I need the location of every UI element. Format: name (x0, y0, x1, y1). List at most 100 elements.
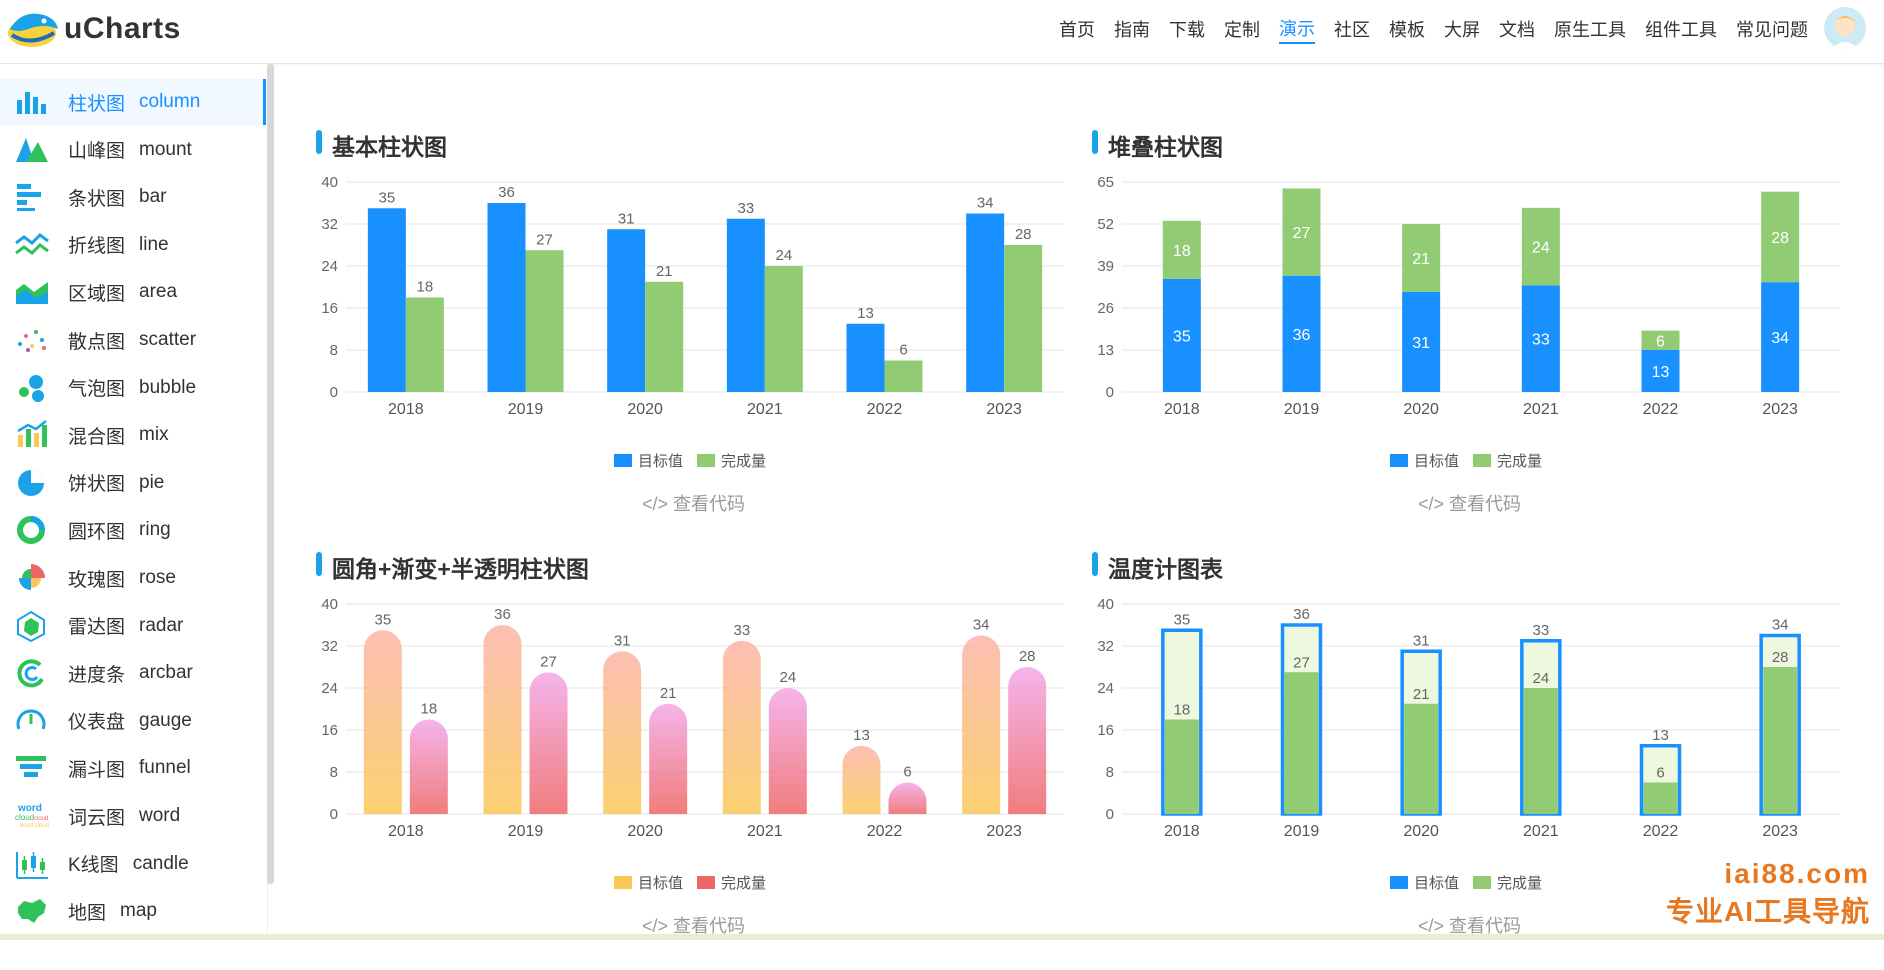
bar-目标值[interactable] (607, 229, 646, 392)
nav-item-5[interactable]: 社区 (1334, 20, 1370, 40)
sidebar-item-pie[interactable]: 饼状图 pie (0, 460, 266, 506)
bar-完成量[interactable] (1761, 191, 1800, 283)
bar-完成量[interactable] (525, 250, 564, 392)
sidebar-item-rose[interactable]: 玫瑰图 rose (0, 555, 266, 601)
bar-完成量[interactable] (1004, 245, 1043, 392)
bar-目标值[interactable] (722, 640, 761, 814)
nav-item-2[interactable]: 下载 (1169, 20, 1205, 40)
bar-目标值[interactable] (842, 745, 881, 814)
sidebar-item-column[interactable]: 柱状图 column (0, 79, 266, 125)
logo[interactable]: uCharts (4, 4, 194, 54)
sidebar-item-map[interactable]: 地图 map (0, 888, 266, 934)
mount-chart-icon (14, 135, 50, 165)
sidebar-item-line[interactable]: 折线图 line (0, 222, 266, 268)
nav-item-10[interactable]: 组件工具 (1645, 20, 1717, 40)
sidebar-item-mix[interactable]: 混合图 mix (0, 412, 266, 458)
sidebar-item-mount[interactable]: 山峰图 mount (0, 127, 266, 173)
nav-item-1[interactable]: 指南 (1114, 20, 1150, 40)
x-tick-label: 2023 (1762, 401, 1798, 418)
sidebar-item-funnel[interactable]: 漏斗图 funnel (0, 745, 266, 791)
y-tick-label: 39 (1097, 258, 1114, 275)
view-code-link[interactable]: </> 查看代码 (1418, 494, 1522, 514)
data-label: 27 (1293, 225, 1311, 242)
legend-item[interactable]: 完成量 (697, 450, 766, 471)
bar-完成量[interactable] (1763, 667, 1798, 814)
data-label: 24 (1532, 670, 1549, 687)
sidebar-scrollbar[interactable] (267, 64, 274, 884)
y-tick-label: 8 (330, 764, 338, 781)
bar-目标值[interactable] (1521, 285, 1560, 392)
bar-目标值[interactable] (962, 635, 1001, 815)
sidebar-item-word[interactable]: word cloud cloud word cloud 词云图 word (0, 793, 266, 839)
sidebar-item-scatter[interactable]: 散点图 scatter (0, 317, 266, 363)
data-label: 13 (857, 305, 874, 322)
sidebar-item-arcbar[interactable]: 进度条 arcbar (0, 650, 266, 696)
bar-完成量[interactable] (1404, 703, 1439, 814)
sidebar-item-bar[interactable]: 条状图 bar (0, 174, 266, 220)
sidebar-item-gauge[interactable]: 仪表盘 gauge (0, 698, 266, 744)
bar-目标值[interactable] (726, 218, 765, 392)
legend-item[interactable]: 完成量 (697, 872, 766, 893)
bar-目标值[interactable] (1641, 350, 1680, 392)
sidebar-item-en-label: ring (139, 519, 171, 541)
nav-item-3[interactable]: 定制 (1224, 20, 1260, 40)
nav-item-11[interactable]: 常见问题 (1736, 20, 1808, 40)
view-code-link[interactable]: </> 查看代码 (642, 494, 746, 514)
bar-完成量[interactable] (1162, 220, 1201, 279)
bar-目标值[interactable] (603, 651, 642, 814)
bar-目标值[interactable] (1282, 275, 1321, 392)
bar-目标值[interactable] (1402, 291, 1441, 392)
nav-item-4[interactable]: 演示 (1279, 15, 1315, 44)
legend-item[interactable]: 目标值 (1390, 872, 1459, 893)
bar-完成量[interactable] (1523, 688, 1558, 814)
bar-完成量[interactable] (405, 297, 444, 393)
bar-完成量[interactable] (1284, 672, 1319, 814)
bar-目标值[interactable] (483, 625, 522, 814)
sidebar-item-radar[interactable]: 雷达图 radar (0, 603, 266, 649)
nav-item-8[interactable]: 文档 (1499, 20, 1535, 40)
bar-完成量[interactable] (1402, 224, 1441, 292)
sidebar-item-area[interactable]: 区域图 area (0, 269, 266, 315)
bar-完成量[interactable] (649, 703, 688, 814)
bar-完成量[interactable] (768, 688, 807, 814)
bar-目标值[interactable] (1761, 282, 1800, 392)
bar-完成量[interactable] (645, 281, 684, 392)
chart-legend: 目标值 完成量 (614, 872, 780, 893)
bar-完成量[interactable] (1008, 667, 1047, 814)
bar-目标值[interactable] (487, 203, 526, 392)
legend-item[interactable]: 目标值 (1390, 450, 1459, 471)
sidebar-item-bubble[interactable]: 气泡图 bubble (0, 365, 266, 411)
bar-目标值[interactable] (1162, 278, 1201, 392)
sidebar-item-candle[interactable]: K线图 candle (0, 841, 266, 887)
y-tick-label: 40 (321, 174, 338, 191)
legend-item[interactable]: 目标值 (614, 450, 683, 471)
bar-目标值[interactable] (846, 323, 885, 392)
bar-完成量[interactable] (1521, 207, 1560, 286)
legend-item[interactable]: 完成量 (1473, 872, 1542, 893)
legend-item[interactable]: 完成量 (1473, 450, 1542, 471)
sidebar-item-en-label: area (139, 281, 178, 303)
nav-item-6[interactable]: 模板 (1389, 20, 1425, 40)
nav-item-9[interactable]: 原生工具 (1554, 20, 1626, 40)
bar-完成量[interactable] (884, 360, 923, 393)
bar-完成量[interactable] (529, 672, 568, 814)
bar-完成量[interactable] (1643, 782, 1678, 815)
view-code-link[interactable]: </> 查看代码 (1418, 916, 1522, 936)
nav-item-0[interactable]: 首页 (1059, 20, 1095, 40)
bar-目标值[interactable] (367, 208, 406, 392)
bar-完成量[interactable] (409, 719, 448, 815)
bar-完成量[interactable] (1641, 330, 1680, 350)
sidebar-item-ring[interactable]: 圆环图 ring (0, 507, 266, 553)
bar-完成量[interactable] (764, 266, 803, 392)
chart-legend: 目标值 完成量 (614, 450, 780, 471)
bar-目标值[interactable] (966, 213, 1005, 393)
nav-item-7[interactable]: 大屏 (1444, 20, 1480, 40)
bar-完成量[interactable] (1282, 188, 1321, 276)
bar-目标值[interactable] (363, 630, 402, 814)
bar-完成量[interactable] (888, 782, 927, 815)
user-avatar[interactable] (1824, 7, 1866, 49)
bar-完成量[interactable] (1164, 719, 1199, 815)
view-code-link[interactable]: </> 查看代码 (642, 916, 746, 936)
legend-item[interactable]: 目标值 (614, 872, 683, 893)
watermark: iai88.com 专业AI工具导航 (1666, 858, 1870, 930)
